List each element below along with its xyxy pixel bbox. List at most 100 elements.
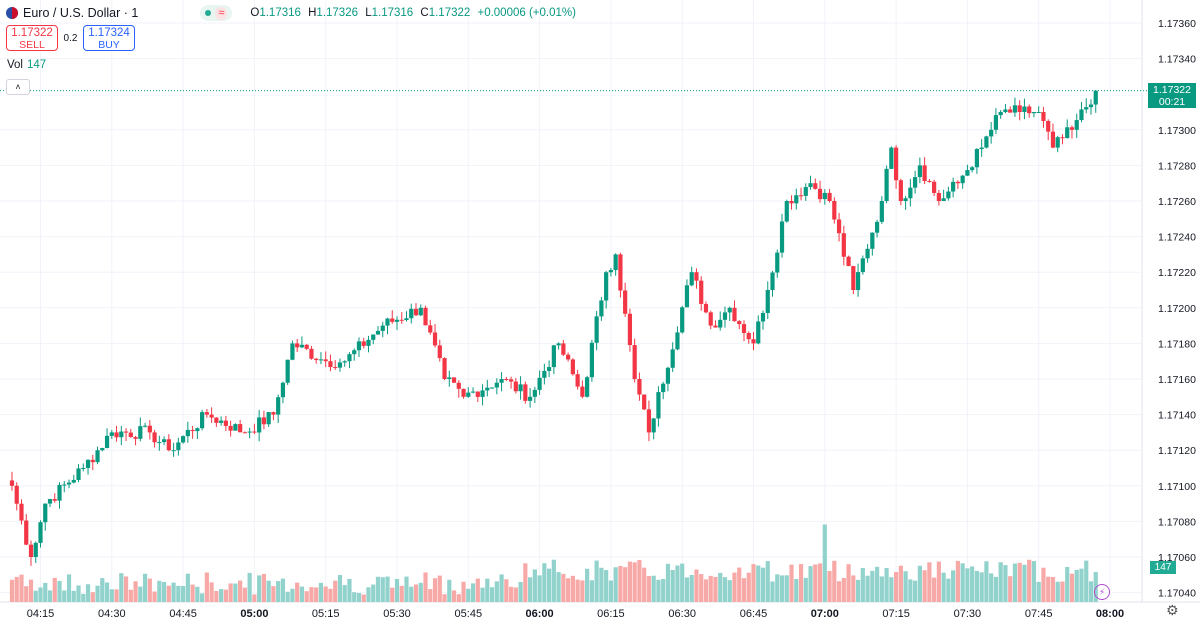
volume-bar bbox=[24, 586, 29, 602]
candle-body bbox=[1017, 105, 1022, 112]
volume-bar bbox=[219, 589, 224, 602]
volume-bar bbox=[290, 588, 295, 602]
candle-body bbox=[1088, 104, 1094, 108]
candle-body bbox=[589, 342, 594, 378]
buy-label: BUY bbox=[98, 39, 120, 51]
price-tick-label: 1.17040 bbox=[1158, 588, 1196, 600]
volume-bar bbox=[513, 587, 518, 602]
symbol-title[interactable]: Euro / U.S. Dollar · 1 bbox=[23, 6, 139, 20]
collapse-legend-button[interactable]: ˄ bbox=[6, 79, 30, 95]
volume-bar bbox=[85, 584, 91, 602]
change-value: +0.00006 (+0.01%) bbox=[477, 7, 576, 19]
candle-body bbox=[898, 180, 903, 201]
volume-bar bbox=[257, 575, 262, 602]
volume-bar bbox=[608, 580, 613, 602]
candle-body bbox=[81, 468, 86, 469]
volume-bar bbox=[190, 584, 195, 602]
candle-body bbox=[527, 396, 533, 401]
candle-body bbox=[979, 147, 984, 150]
time-tick-label: 05:00 bbox=[240, 608, 268, 620]
candle-body bbox=[43, 503, 48, 523]
candle-body bbox=[618, 254, 623, 291]
volume-bar bbox=[228, 583, 233, 602]
volume-bar bbox=[128, 589, 133, 602]
last-price-value: 1.17322 bbox=[1153, 84, 1191, 96]
time-tick-label: 06:15 bbox=[597, 608, 625, 620]
time-tick-label: 06:00 bbox=[526, 608, 554, 620]
volume-bar bbox=[214, 590, 219, 602]
volume-legend: Vol 147 bbox=[7, 59, 46, 71]
volume-bar bbox=[119, 573, 124, 602]
volume-bar bbox=[1003, 565, 1008, 602]
volume-bar bbox=[1012, 563, 1018, 602]
volume-bar bbox=[252, 594, 257, 602]
price-tick-label: 1.17360 bbox=[1158, 18, 1196, 30]
volume-bar bbox=[585, 568, 590, 602]
candle-body bbox=[456, 382, 461, 389]
candle-body bbox=[204, 412, 209, 415]
candle-body bbox=[152, 432, 157, 443]
volume-bar bbox=[57, 581, 62, 602]
open-key: O bbox=[250, 7, 260, 19]
candle-body bbox=[822, 192, 827, 200]
volume-bar bbox=[14, 576, 19, 602]
volume-bar bbox=[970, 566, 975, 602]
candle-body bbox=[1065, 127, 1070, 139]
candle-body bbox=[285, 359, 290, 383]
volume-bar bbox=[941, 572, 946, 602]
candle-body bbox=[123, 431, 129, 433]
candle-body bbox=[917, 165, 922, 178]
volume-bar bbox=[333, 580, 338, 602]
volume-bar bbox=[817, 563, 823, 602]
volume-bar bbox=[470, 583, 476, 602]
candle-body bbox=[936, 192, 941, 201]
sell-button[interactable]: 1.17322 SELL bbox=[6, 25, 58, 51]
price-tick-label: 1.17220 bbox=[1158, 267, 1196, 279]
candle-body bbox=[280, 382, 286, 398]
volume-bar bbox=[104, 582, 110, 602]
candle-body bbox=[680, 307, 685, 333]
candle-body bbox=[418, 307, 423, 316]
candle-body bbox=[404, 318, 409, 321]
volume-bar bbox=[223, 589, 228, 602]
settings-gear-icon[interactable]: ⚙ bbox=[1166, 602, 1179, 618]
market-status-pill[interactable]: ≈ bbox=[200, 5, 233, 21]
volume-bar bbox=[770, 581, 775, 602]
candle-body bbox=[613, 254, 618, 271]
price-tick-label: 1.17240 bbox=[1158, 232, 1196, 244]
close-value: 1.17322 bbox=[428, 7, 471, 19]
candle-body bbox=[585, 377, 590, 397]
candle-body bbox=[699, 280, 704, 304]
volume-bar bbox=[646, 576, 652, 602]
candle-body bbox=[114, 432, 119, 438]
bolt-icon[interactable]: ⚡ bbox=[1094, 584, 1110, 600]
volume-bar bbox=[751, 564, 756, 602]
candle-body bbox=[732, 307, 737, 322]
volume-bar bbox=[993, 576, 999, 602]
volume-bar bbox=[352, 592, 357, 602]
volume-bar bbox=[347, 578, 352, 602]
candle-body bbox=[542, 370, 547, 378]
volume-bar bbox=[337, 575, 343, 602]
candle-body bbox=[309, 348, 314, 359]
volume-bar bbox=[1065, 566, 1070, 602]
buy-button[interactable]: 1.17324 BUY bbox=[83, 25, 135, 51]
candle-body bbox=[713, 325, 718, 328]
candle-body bbox=[1069, 127, 1075, 130]
volume-bar bbox=[827, 571, 832, 602]
candle-body bbox=[684, 285, 690, 308]
volume-bar bbox=[499, 574, 504, 602]
candle-body bbox=[889, 147, 894, 169]
candle-body bbox=[670, 349, 675, 368]
volume-bar bbox=[775, 574, 780, 602]
volume-bar bbox=[394, 578, 400, 602]
candle-body bbox=[651, 418, 656, 433]
volume-bar bbox=[527, 577, 533, 602]
volume-bar bbox=[618, 565, 623, 602]
volume-bar bbox=[371, 584, 376, 602]
volume-bar bbox=[965, 568, 970, 602]
volume-bar bbox=[133, 581, 138, 602]
candle-body bbox=[328, 361, 333, 368]
volume-bar bbox=[247, 572, 252, 602]
